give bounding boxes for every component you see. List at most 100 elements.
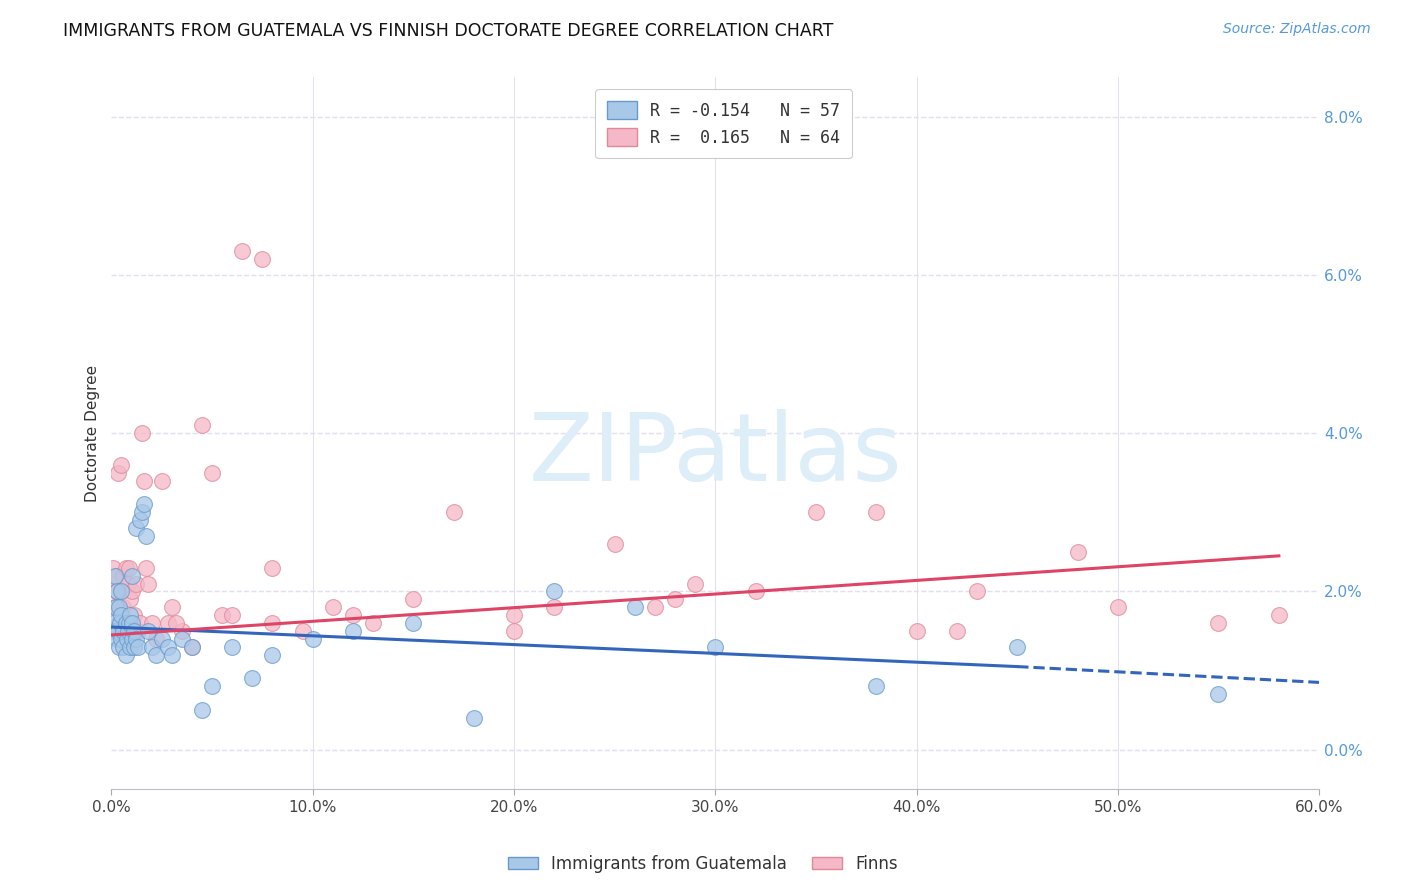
Point — [322, 600, 344, 615]
Point — [114, 560, 136, 574]
Point — [110, 458, 132, 472]
Point — [221, 640, 243, 654]
Point — [252, 252, 274, 267]
Point — [103, 624, 125, 638]
Point — [136, 624, 159, 638]
Point — [211, 608, 233, 623]
Point — [115, 632, 138, 646]
Point — [104, 568, 127, 582]
Point — [131, 505, 153, 519]
Point — [135, 529, 157, 543]
Point — [170, 632, 193, 646]
Point — [124, 521, 146, 535]
Point — [644, 600, 666, 615]
Point — [121, 624, 143, 638]
Point — [291, 624, 314, 638]
Point — [122, 624, 145, 638]
Point — [402, 616, 425, 631]
Point — [543, 600, 565, 615]
Point — [231, 244, 253, 259]
Point — [107, 466, 129, 480]
Point — [105, 600, 128, 615]
Point — [105, 584, 128, 599]
Point — [118, 592, 141, 607]
Point — [1066, 545, 1088, 559]
Point — [107, 584, 129, 599]
Point — [117, 576, 139, 591]
Point — [118, 608, 141, 623]
Text: IMMIGRANTS FROM GUATEMALA VS FINNISH DOCTORATE DEGREE CORRELATION CHART: IMMIGRANTS FROM GUATEMALA VS FINNISH DOC… — [63, 22, 834, 40]
Point — [221, 608, 243, 623]
Point — [240, 672, 263, 686]
Point — [1107, 600, 1129, 615]
Point — [342, 608, 364, 623]
Point — [110, 632, 132, 646]
Point — [165, 616, 187, 631]
Point — [402, 592, 425, 607]
Point — [1208, 687, 1230, 701]
Point — [503, 608, 526, 623]
Point — [160, 648, 183, 662]
Point — [704, 640, 727, 654]
Point — [156, 616, 179, 631]
Point — [124, 576, 146, 591]
Point — [865, 505, 887, 519]
Point — [150, 632, 173, 646]
Point — [107, 624, 129, 638]
Point — [603, 537, 626, 551]
Point — [112, 624, 135, 638]
Point — [744, 584, 766, 599]
Point — [128, 513, 150, 527]
Point — [103, 616, 125, 631]
Text: Source: ZipAtlas.com: Source: ZipAtlas.com — [1223, 22, 1371, 37]
Point — [121, 632, 143, 646]
Y-axis label: Doctorate Degree: Doctorate Degree — [86, 365, 100, 502]
Point — [110, 584, 132, 599]
Point — [107, 632, 129, 646]
Point — [181, 640, 204, 654]
Point — [865, 679, 887, 693]
Point — [201, 679, 224, 693]
Point — [946, 624, 969, 638]
Point — [124, 632, 146, 646]
Point — [117, 560, 139, 574]
Point — [103, 560, 125, 574]
Point — [191, 703, 214, 717]
Point — [108, 616, 131, 631]
Point — [145, 648, 167, 662]
Point — [110, 608, 132, 623]
Point — [966, 584, 988, 599]
Point — [443, 505, 465, 519]
Point — [361, 616, 384, 631]
Point — [121, 584, 143, 599]
Point — [132, 474, 155, 488]
Point — [623, 600, 645, 615]
Point — [108, 640, 131, 654]
Point — [141, 640, 163, 654]
Point — [503, 624, 526, 638]
Point — [342, 624, 364, 638]
Point — [112, 568, 135, 582]
Text: ZIPatlas: ZIPatlas — [529, 409, 903, 500]
Point — [201, 466, 224, 480]
Point — [103, 600, 125, 615]
Point — [804, 505, 827, 519]
Point — [160, 600, 183, 615]
Point — [262, 648, 284, 662]
Point — [114, 648, 136, 662]
Point — [905, 624, 928, 638]
Point — [112, 640, 135, 654]
Point — [108, 600, 131, 615]
Point — [543, 584, 565, 599]
Point — [127, 640, 149, 654]
Point — [107, 568, 129, 582]
Point — [114, 616, 136, 631]
Point — [1268, 608, 1291, 623]
Point — [118, 640, 141, 654]
Point — [1005, 640, 1028, 654]
Point — [262, 616, 284, 631]
Point — [110, 584, 132, 599]
Point — [191, 418, 214, 433]
Point — [301, 632, 323, 646]
Point — [145, 632, 167, 646]
